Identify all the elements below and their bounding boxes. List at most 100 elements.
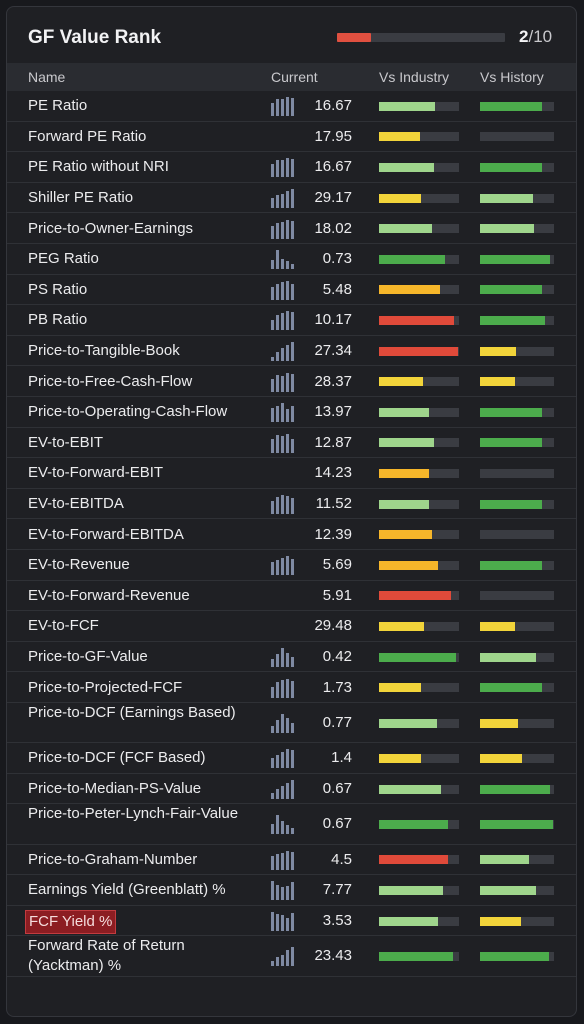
row-name[interactable]: EV-to-Forward-Revenue <box>28 586 190 604</box>
table-row[interactable]: Price-to-Projected-FCF 1.73 <box>7 672 576 703</box>
vs-history-bar[interactable] <box>480 193 554 203</box>
table-row[interactable]: EV-to-Forward-Revenue 5.91 <box>7 581 576 612</box>
table-row[interactable]: EV-to-FCF 29.48 <box>7 611 576 642</box>
table-row[interactable]: PE Ratio without NRI 16.67 <box>7 152 576 183</box>
vs-industry-bar[interactable] <box>379 315 459 325</box>
table-row[interactable]: PB Ratio 10.17 <box>7 305 576 336</box>
sparkline-icon[interactable] <box>271 310 297 331</box>
sparkline-icon[interactable] <box>271 219 297 239</box>
vs-history-bar[interactable] <box>480 254 554 264</box>
sparkline-icon[interactable] <box>271 850 297 870</box>
vs-industry-bar[interactable] <box>379 683 459 693</box>
column-header-vs-industry[interactable]: Vs Industry <box>379 69 450 85</box>
vs-history-bar[interactable] <box>480 718 554 728</box>
row-name[interactable]: PEG Ratio <box>28 250 99 268</box>
row-name[interactable]: EV-to-Revenue <box>28 556 130 574</box>
table-row[interactable]: Price-to-DCF (Earnings Based) 0.77 <box>7 703 576 744</box>
table-row[interactable]: EV-to-Forward-EBIT 14.23 <box>7 458 576 489</box>
vs-industry-bar[interactable] <box>379 285 459 295</box>
sparkline-icon[interactable] <box>271 647 297 668</box>
sparkline-icon[interactable] <box>271 402 297 423</box>
vs-history-bar[interactable] <box>480 438 554 448</box>
vs-history-bar[interactable] <box>480 885 554 895</box>
row-name[interactable]: EV-to-EBIT <box>28 433 104 451</box>
table-row[interactable]: Price-to-Graham-Number 4.5 <box>7 845 576 876</box>
sparkline-icon[interactable] <box>271 713 297 734</box>
vs-history-bar[interactable] <box>480 560 554 570</box>
row-name[interactable]: Price-to-Graham-Number <box>28 850 198 868</box>
table-row[interactable]: Price-to-Owner-Earnings 18.02 <box>7 213 576 244</box>
table-row[interactable]: Forward PE Ratio 17.95 <box>7 122 576 153</box>
sparkline-icon[interactable] <box>271 249 297 270</box>
vs-history-bar[interactable] <box>480 285 554 295</box>
vs-industry-bar[interactable] <box>379 621 459 631</box>
vs-industry-bar[interactable] <box>379 591 459 601</box>
row-name[interactable]: Price-to-Tangible-Book <box>28 342 180 360</box>
vs-history-bar[interactable] <box>480 407 554 417</box>
sparkline-icon[interactable] <box>271 96 297 117</box>
sparkline-icon[interactable] <box>271 678 297 698</box>
vs-industry-bar[interactable] <box>379 377 459 387</box>
table-row[interactable]: Price-to-DCF (FCF Based) 1.4 <box>7 743 576 774</box>
vs-history-bar[interactable] <box>480 530 554 540</box>
row-name[interactable]: Price-to-DCF (FCF Based) <box>28 749 206 767</box>
column-header-vs-history[interactable]: Vs History <box>480 69 544 85</box>
row-name[interactable]: Price-to-Free-Cash-Flow <box>28 372 193 390</box>
row-name[interactable]: PB Ratio <box>28 311 88 329</box>
row-name[interactable]: PE Ratio without NRI <box>28 158 169 176</box>
vs-history-bar[interactable] <box>480 784 554 794</box>
row-name[interactable]: Earnings Yield (Greenblatt) % <box>28 881 226 899</box>
vs-history-bar[interactable] <box>480 315 554 325</box>
sparkline-icon[interactable] <box>271 280 297 300</box>
row-name[interactable]: EV-to-Forward-EBITDA <box>28 525 184 543</box>
vs-history-bar[interactable] <box>480 652 554 662</box>
table-row[interactable]: EV-to-Revenue 5.69 <box>7 550 576 581</box>
sparkline-icon[interactable] <box>271 372 297 392</box>
table-row[interactable]: Price-to-Free-Cash-Flow 28.37 <box>7 366 576 397</box>
vs-history-bar[interactable] <box>480 951 554 961</box>
row-name[interactable]: PE Ratio <box>28 97 88 115</box>
vs-industry-bar[interactable] <box>379 407 459 417</box>
vs-history-bar[interactable] <box>480 377 554 387</box>
vs-industry-bar[interactable] <box>379 499 459 509</box>
vs-history-bar[interactable] <box>480 499 554 509</box>
table-row[interactable]: Price-to-Peter-Lynch-Fair-Value 0.67 <box>7 804 576 845</box>
vs-history-bar[interactable] <box>480 162 554 172</box>
row-name[interactable]: Forward Rate of Return (Yacktman) % <box>28 937 185 975</box>
table-row[interactable]: EV-to-EBIT 12.87 <box>7 428 576 459</box>
table-row[interactable]: EV-to-EBITDA 11.52 <box>7 489 576 520</box>
vs-history-bar[interactable] <box>480 819 554 829</box>
vs-history-bar[interactable] <box>480 224 554 234</box>
table-row[interactable]: PE Ratio 16.67 <box>7 91 576 122</box>
sparkline-icon[interactable] <box>271 433 297 453</box>
row-name[interactable]: PS Ratio <box>28 280 88 298</box>
row-name[interactable]: EV-to-Forward-EBIT <box>28 464 164 482</box>
sparkline-icon[interactable] <box>271 814 297 835</box>
vs-industry-bar[interactable] <box>379 784 459 794</box>
sparkline-icon[interactable] <box>271 748 297 769</box>
vs-industry-bar[interactable] <box>379 224 459 234</box>
vs-industry-bar[interactable] <box>379 346 459 356</box>
vs-history-bar[interactable] <box>480 855 554 865</box>
table-row[interactable]: Forward Rate of Return (Yacktman) % 23.43 <box>7 936 576 977</box>
vs-industry-bar[interactable] <box>379 753 459 763</box>
row-name[interactable]: Price-to-Projected-FCF <box>28 678 183 696</box>
sparkline-icon[interactable] <box>271 779 297 800</box>
row-name[interactable]: Price-to-Peter-Lynch-Fair-Value <box>28 805 239 823</box>
row-name[interactable]: EV-to-EBITDA <box>28 495 124 513</box>
table-row[interactable]: Price-to-GF-Value 0.42 <box>7 642 576 673</box>
row-name[interactable]: Price-to-DCF (Earnings Based) <box>28 704 236 722</box>
vs-history-bar[interactable] <box>480 591 554 601</box>
sparkline-icon[interactable] <box>271 946 297 967</box>
vs-history-bar[interactable] <box>480 132 554 142</box>
vs-history-bar[interactable] <box>480 916 554 926</box>
table-row[interactable]: Earnings Yield (Greenblatt) % 7.77 <box>7 875 576 906</box>
vs-industry-bar[interactable] <box>379 468 459 478</box>
vs-industry-bar[interactable] <box>379 101 459 111</box>
row-name[interactable]: FCF Yield % <box>25 910 117 935</box>
vs-industry-bar[interactable] <box>379 855 459 865</box>
row-name[interactable]: Price-to-Median-PS-Value <box>28 780 202 798</box>
sparkline-icon[interactable] <box>271 911 297 932</box>
sparkline-icon[interactable] <box>271 341 297 362</box>
sparkline-icon[interactable] <box>271 555 297 576</box>
